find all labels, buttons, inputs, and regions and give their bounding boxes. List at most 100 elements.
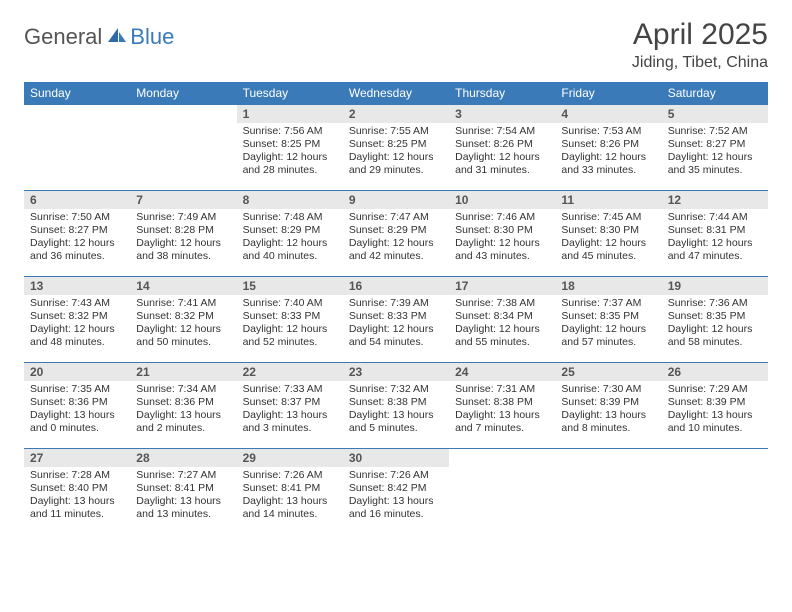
day-daylight2: and 13 minutes. (136, 508, 230, 521)
page-header: General Blue April 2025 Jiding, Tibet, C… (24, 18, 768, 72)
calendar-cell: 29Sunrise: 7:26 AMSunset: 8:41 PMDayligh… (237, 449, 343, 535)
day-number: 3 (449, 105, 555, 123)
day-sunrise: Sunrise: 7:43 AM (30, 297, 124, 310)
day-daylight1: Daylight: 12 hours (30, 237, 124, 250)
day-sunset: Sunset: 8:40 PM (30, 482, 124, 495)
day-daylight2: and 33 minutes. (561, 164, 655, 177)
day-daylight1: Daylight: 12 hours (561, 237, 655, 250)
day-daylight1: Daylight: 13 hours (136, 495, 230, 508)
day-sunset: Sunset: 8:31 PM (668, 224, 762, 237)
day-sunset: Sunset: 8:41 PM (243, 482, 337, 495)
logo: General Blue (24, 24, 174, 50)
day-daylight2: and 43 minutes. (455, 250, 549, 263)
calendar-cell: 6Sunrise: 7:50 AMSunset: 8:27 PMDaylight… (24, 191, 130, 277)
day-sunset: Sunset: 8:30 PM (455, 224, 549, 237)
day-sunset: Sunset: 8:39 PM (561, 396, 655, 409)
calendar-row: 27Sunrise: 7:28 AMSunset: 8:40 PMDayligh… (24, 449, 768, 535)
day-daylight1: Daylight: 13 hours (349, 409, 443, 422)
day-sunrise: Sunrise: 7:36 AM (668, 297, 762, 310)
day-details: Sunrise: 7:45 AMSunset: 8:30 PMDaylight:… (555, 209, 661, 268)
day-daylight2: and 10 minutes. (668, 422, 762, 435)
day-number: 25 (555, 363, 661, 381)
day-daylight2: and 5 minutes. (349, 422, 443, 435)
col-tuesday: Tuesday (237, 82, 343, 105)
calendar-cell: 5Sunrise: 7:52 AMSunset: 8:27 PMDaylight… (662, 105, 768, 191)
day-daylight1: Daylight: 12 hours (136, 237, 230, 250)
calendar-cell: 28Sunrise: 7:27 AMSunset: 8:41 PMDayligh… (130, 449, 236, 535)
day-sunrise: Sunrise: 7:56 AM (243, 125, 337, 138)
calendar-cell: 15Sunrise: 7:40 AMSunset: 8:33 PMDayligh… (237, 277, 343, 363)
day-daylight2: and 50 minutes. (136, 336, 230, 349)
col-wednesday: Wednesday (343, 82, 449, 105)
calendar-row: 1Sunrise: 7:56 AMSunset: 8:25 PMDaylight… (24, 105, 768, 191)
day-daylight2: and 54 minutes. (349, 336, 443, 349)
day-number: 20 (24, 363, 130, 381)
day-daylight2: and 40 minutes. (243, 250, 337, 263)
day-sunrise: Sunrise: 7:39 AM (349, 297, 443, 310)
day-details: Sunrise: 7:33 AMSunset: 8:37 PMDaylight:… (237, 381, 343, 440)
col-monday: Monday (130, 82, 236, 105)
day-sunset: Sunset: 8:42 PM (349, 482, 443, 495)
day-daylight1: Daylight: 12 hours (668, 237, 762, 250)
day-sunset: Sunset: 8:38 PM (455, 396, 549, 409)
calendar-cell: 26Sunrise: 7:29 AMSunset: 8:39 PMDayligh… (662, 363, 768, 449)
calendar-cell (662, 449, 768, 535)
calendar-cell: 1Sunrise: 7:56 AMSunset: 8:25 PMDaylight… (237, 105, 343, 191)
day-daylight1: Daylight: 13 hours (30, 409, 124, 422)
day-sunrise: Sunrise: 7:40 AM (243, 297, 337, 310)
day-details: Sunrise: 7:48 AMSunset: 8:29 PMDaylight:… (237, 209, 343, 268)
calendar-cell: 9Sunrise: 7:47 AMSunset: 8:29 PMDaylight… (343, 191, 449, 277)
calendar-cell: 8Sunrise: 7:48 AMSunset: 8:29 PMDaylight… (237, 191, 343, 277)
day-sunrise: Sunrise: 7:48 AM (243, 211, 337, 224)
day-sunrise: Sunrise: 7:41 AM (136, 297, 230, 310)
title-block: April 2025 Jiding, Tibet, China (632, 18, 768, 72)
calendar-cell: 30Sunrise: 7:26 AMSunset: 8:42 PMDayligh… (343, 449, 449, 535)
day-number: 2 (343, 105, 449, 123)
day-daylight2: and 36 minutes. (30, 250, 124, 263)
day-sunrise: Sunrise: 7:26 AM (349, 469, 443, 482)
day-number: 6 (24, 191, 130, 209)
day-details: Sunrise: 7:26 AMSunset: 8:42 PMDaylight:… (343, 467, 449, 526)
day-sunrise: Sunrise: 7:53 AM (561, 125, 655, 138)
day-daylight2: and 29 minutes. (349, 164, 443, 177)
day-sunset: Sunset: 8:25 PM (243, 138, 337, 151)
col-thursday: Thursday (449, 82, 555, 105)
day-sunset: Sunset: 8:37 PM (243, 396, 337, 409)
month-title: April 2025 (632, 18, 768, 52)
day-details: Sunrise: 7:36 AMSunset: 8:35 PMDaylight:… (662, 295, 768, 354)
day-sunrise: Sunrise: 7:44 AM (668, 211, 762, 224)
day-details: Sunrise: 7:27 AMSunset: 8:41 PMDaylight:… (130, 467, 236, 526)
day-daylight1: Daylight: 13 hours (561, 409, 655, 422)
day-sunrise: Sunrise: 7:33 AM (243, 383, 337, 396)
day-sunset: Sunset: 8:41 PM (136, 482, 230, 495)
day-sunset: Sunset: 8:36 PM (30, 396, 124, 409)
day-details: Sunrise: 7:47 AMSunset: 8:29 PMDaylight:… (343, 209, 449, 268)
day-details: Sunrise: 7:53 AMSunset: 8:26 PMDaylight:… (555, 123, 661, 182)
day-daylight2: and 55 minutes. (455, 336, 549, 349)
day-details: Sunrise: 7:40 AMSunset: 8:33 PMDaylight:… (237, 295, 343, 354)
logo-sail-icon (106, 26, 128, 49)
day-details: Sunrise: 7:41 AMSunset: 8:32 PMDaylight:… (130, 295, 236, 354)
day-daylight2: and 8 minutes. (561, 422, 655, 435)
day-daylight2: and 14 minutes. (243, 508, 337, 521)
day-details: Sunrise: 7:34 AMSunset: 8:36 PMDaylight:… (130, 381, 236, 440)
day-sunset: Sunset: 8:28 PM (136, 224, 230, 237)
calendar-cell: 23Sunrise: 7:32 AMSunset: 8:38 PMDayligh… (343, 363, 449, 449)
day-sunrise: Sunrise: 7:54 AM (455, 125, 549, 138)
day-sunrise: Sunrise: 7:28 AM (30, 469, 124, 482)
day-details: Sunrise: 7:50 AMSunset: 8:27 PMDaylight:… (24, 209, 130, 268)
day-details: Sunrise: 7:28 AMSunset: 8:40 PMDaylight:… (24, 467, 130, 526)
day-details: Sunrise: 7:32 AMSunset: 8:38 PMDaylight:… (343, 381, 449, 440)
day-sunset: Sunset: 8:39 PM (668, 396, 762, 409)
day-sunset: Sunset: 8:26 PM (561, 138, 655, 151)
day-number: 24 (449, 363, 555, 381)
day-sunrise: Sunrise: 7:37 AM (561, 297, 655, 310)
calendar-cell: 11Sunrise: 7:45 AMSunset: 8:30 PMDayligh… (555, 191, 661, 277)
day-daylight2: and 47 minutes. (668, 250, 762, 263)
day-sunset: Sunset: 8:35 PM (561, 310, 655, 323)
day-sunset: Sunset: 8:30 PM (561, 224, 655, 237)
day-sunset: Sunset: 8:25 PM (349, 138, 443, 151)
header-row: Sunday Monday Tuesday Wednesday Thursday… (24, 82, 768, 105)
day-sunrise: Sunrise: 7:27 AM (136, 469, 230, 482)
day-details: Sunrise: 7:49 AMSunset: 8:28 PMDaylight:… (130, 209, 236, 268)
